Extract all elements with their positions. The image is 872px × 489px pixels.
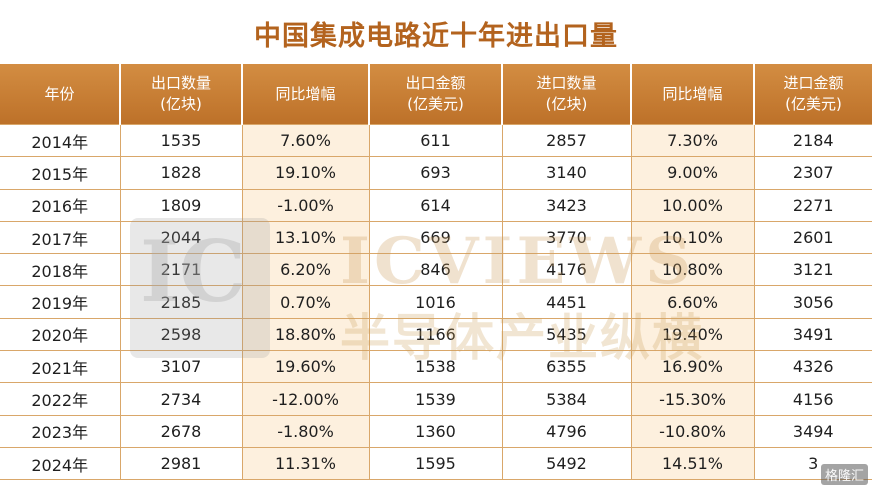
- col-header-year: 年份: [0, 64, 121, 125]
- export-qty-cell: 2734: [119, 382, 243, 416]
- import-qty-cell: 5492: [501, 446, 632, 481]
- year-cell: 2019年: [0, 285, 121, 319]
- import-yoy-cell: 6.60%: [630, 285, 755, 319]
- import-yoy-cell: 7.30%: [630, 123, 755, 158]
- export-yoy-cell: 6.20%: [241, 253, 370, 287]
- import-value-cell: 2307: [753, 156, 872, 190]
- table-row: 2022年 2734 -12.00% 1539 5384 -15.30% 4156: [0, 382, 872, 416]
- export-qty-cell: 1535: [119, 123, 243, 158]
- header-row: 年份 出口数量 (亿块) 同比增幅 出口金额 (亿美元) 进口数量 (亿块) 同比增幅…: [0, 64, 872, 125]
- import-yoy-cell: 10.10%: [630, 220, 755, 255]
- import-qty-cell: 3140: [501, 156, 632, 190]
- col-header-import-value: 进口金额 (亿美元): [754, 64, 872, 125]
- table-row: 2019年 2185 0.70% 1016 4451 6.60% 3056: [0, 285, 872, 319]
- export-yoy-cell: 7.60%: [241, 123, 370, 158]
- table-row: 2014年 1535 7.60% 611 2857 7.30% 2184: [0, 123, 872, 158]
- import-qty-cell: 3423: [501, 188, 632, 222]
- year-cell: 2015年: [0, 156, 121, 190]
- import-value-cell: 2601: [753, 220, 872, 255]
- import-value-cell: 3: [753, 446, 872, 481]
- year-cell: 2016年: [0, 188, 121, 222]
- table-row: 2015年 1828 19.10% 693 3140 9.00% 2307: [0, 156, 872, 190]
- table-row: 2020年 2598 18.80% 1166 5435 19.40% 3491: [0, 317, 872, 352]
- import-yoy-cell: 10.80%: [630, 253, 755, 287]
- year-cell: 2020年: [0, 317, 121, 352]
- export-qty-cell: 2185: [119, 285, 243, 319]
- export-qty-cell: 1828: [119, 156, 243, 190]
- import-yoy-cell: 19.40%: [630, 317, 755, 352]
- year-cell: 2023年: [0, 414, 121, 448]
- import-qty-cell: 4796: [501, 414, 632, 448]
- import-value-cell: 2271: [753, 188, 872, 222]
- col-header-export-yoy: 同比增幅: [242, 64, 370, 125]
- import-qty-cell: 6355: [501, 350, 632, 384]
- data-table: 年份 出口数量 (亿块) 同比增幅 出口金额 (亿美元) 进口数量 (亿块) 同比增幅…: [0, 64, 872, 481]
- import-qty-cell: 5384: [501, 382, 632, 416]
- export-qty-cell: 2044: [119, 220, 243, 255]
- export-qty-cell: 1809: [119, 188, 243, 222]
- export-qty-cell: 2598: [119, 317, 243, 352]
- table-row: 2016年 1809 -1.00% 614 3423 10.00% 2271: [0, 188, 872, 222]
- export-qty-cell: 2981: [119, 446, 243, 481]
- import-yoy-cell: 16.90%: [630, 350, 755, 384]
- export-yoy-cell: -12.00%: [241, 382, 370, 416]
- export-yoy-cell: -1.00%: [241, 188, 370, 222]
- import-yoy-cell: 9.00%: [630, 156, 755, 190]
- import-yoy-cell: 10.00%: [630, 188, 755, 222]
- export-value-cell: 1360: [368, 414, 503, 448]
- import-qty-cell: 2857: [501, 123, 632, 158]
- export-qty-cell: 2678: [119, 414, 243, 448]
- import-value-cell: 4326: [753, 350, 872, 384]
- page-title: 中国集成电路近十年进出口量: [254, 21, 618, 52]
- table-row: 2024年 2981 11.31% 1595 5492 14.51% 3: [0, 446, 872, 481]
- import-yoy-cell: -10.80%: [630, 414, 755, 448]
- export-yoy-cell: -1.80%: [241, 414, 370, 448]
- export-value-cell: 614: [368, 188, 503, 222]
- import-qty-cell: 4451: [501, 285, 632, 319]
- export-value-cell: 611: [368, 123, 503, 158]
- import-yoy-cell: -15.30%: [630, 382, 755, 416]
- table-row: 2018年 2171 6.20% 846 4176 10.80% 3121: [0, 253, 872, 287]
- export-value-cell: 846: [368, 253, 503, 287]
- import-value-cell: 3494: [753, 414, 872, 448]
- import-value-cell: 2184: [753, 123, 872, 158]
- year-cell: 2014年: [0, 123, 121, 158]
- year-cell: 2024年: [0, 446, 121, 481]
- import-value-cell: 3056: [753, 285, 872, 319]
- table-body: 2014年 1535 7.60% 611 2857 7.30% 2184 2015年 1828 1…: [0, 123, 872, 481]
- export-value-cell: 1538: [368, 350, 503, 384]
- export-qty-cell: 2171: [119, 253, 243, 287]
- export-yoy-cell: 19.10%: [241, 156, 370, 190]
- export-value-cell: 693: [368, 156, 503, 190]
- export-value-cell: 669: [368, 220, 503, 255]
- table-row: 2021年 3107 19.60% 1538 6355 16.90% 4326: [0, 350, 872, 384]
- export-yoy-cell: 13.10%: [241, 220, 370, 255]
- export-value-cell: 1166: [368, 317, 503, 352]
- export-yoy-cell: 11.31%: [241, 446, 370, 481]
- export-yoy-cell: 19.60%: [241, 350, 370, 384]
- year-cell: 2018年: [0, 253, 121, 287]
- col-header-export-qty: 出口数量 (亿块): [120, 64, 243, 125]
- col-header-export-value: 出口金额 (亿美元): [369, 64, 503, 125]
- table-row: 2017年 2044 13.10% 669 3770 10.10% 2601: [0, 220, 872, 255]
- import-value-cell: 3121: [753, 253, 872, 287]
- year-cell: 2021年: [0, 350, 121, 384]
- import-qty-cell: 3770: [501, 220, 632, 255]
- export-qty-cell: 3107: [119, 350, 243, 384]
- export-value-cell: 1539: [368, 382, 503, 416]
- export-yoy-cell: 18.80%: [241, 317, 370, 352]
- import-value-cell: 4156: [753, 382, 872, 416]
- export-value-cell: 1595: [368, 446, 503, 481]
- import-qty-cell: 5435: [501, 317, 632, 352]
- year-cell: 2022年: [0, 382, 121, 416]
- import-yoy-cell: 14.51%: [630, 446, 755, 481]
- col-header-import-qty: 进口数量 (亿块): [502, 64, 632, 125]
- import-value-cell: 3491: [753, 317, 872, 352]
- table-row: 2023年 2678 -1.80% 1360 4796 -10.80% 3494: [0, 414, 872, 448]
- year-cell: 2017年: [0, 220, 121, 255]
- import-qty-cell: 4176: [501, 253, 632, 287]
- export-yoy-cell: 0.70%: [241, 285, 370, 319]
- col-header-import-yoy: 同比增幅: [631, 64, 755, 125]
- export-value-cell: 1016: [368, 285, 503, 319]
